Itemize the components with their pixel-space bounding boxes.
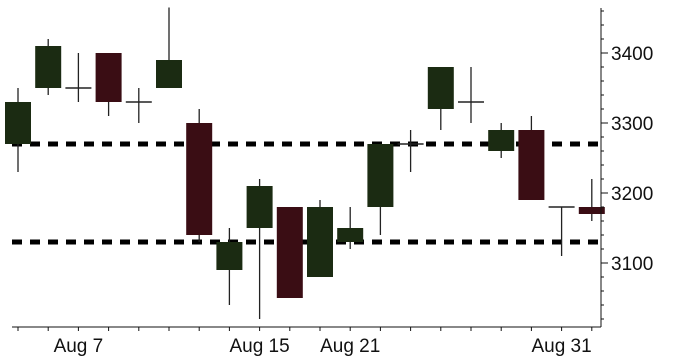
candle-body-up [5,102,31,144]
candle-7 [216,228,243,305]
x-tick-label: Aug 21 [320,336,380,356]
candle-body-down [95,53,122,102]
reference-lines [12,141,601,245]
candle-19 [578,179,605,221]
candle-12 [367,144,394,235]
y-tick-label: 3400 [611,44,653,65]
candle-18 [548,206,575,256]
candles [5,7,605,319]
candle-9 [276,207,303,298]
candle-body-down [276,207,303,298]
candle-body-down [518,130,545,200]
x-tick-label: Aug 15 [229,336,289,356]
candle-body-up [427,67,454,109]
candle-10 [307,200,333,277]
candle-11 [337,207,364,249]
candle-17 [518,116,545,200]
x-tick-label: Aug 31 [531,336,591,356]
candle-3 [95,53,122,116]
candle-body-up [246,186,273,228]
candle-body-up [156,60,182,88]
candle-16 [488,123,515,158]
candle-body-up [367,144,394,207]
candle-body-up [35,46,62,88]
candle-body-down [186,123,213,235]
candle-14 [427,67,454,130]
x-axis-ticks: Aug 7 Aug 15 Aug 21 Aug 31 [17,327,593,356]
candle-6 [186,109,213,242]
candle-0 [5,88,31,172]
candle-2 [65,53,92,102]
x-tick-label: Aug 7 [54,336,104,356]
candle-1 [35,39,62,95]
candle-8 [246,179,273,319]
candle-body-up [337,228,364,242]
candle-body-up [488,130,515,151]
candle-body-up [307,207,333,277]
candle-body-down [578,207,605,214]
y-tick-label: 3100 [611,254,653,275]
y-tick-label: 3200 [611,184,653,205]
candle-4 [125,88,152,123]
y-tick-label: 3300 [611,114,653,135]
candle-13 [397,130,424,172]
candle-body-up [216,242,243,270]
candle-5 [156,7,182,88]
y-axis-ticks: 3100 3200 3300 3400 [601,10,653,320]
candle-15 [458,67,484,123]
